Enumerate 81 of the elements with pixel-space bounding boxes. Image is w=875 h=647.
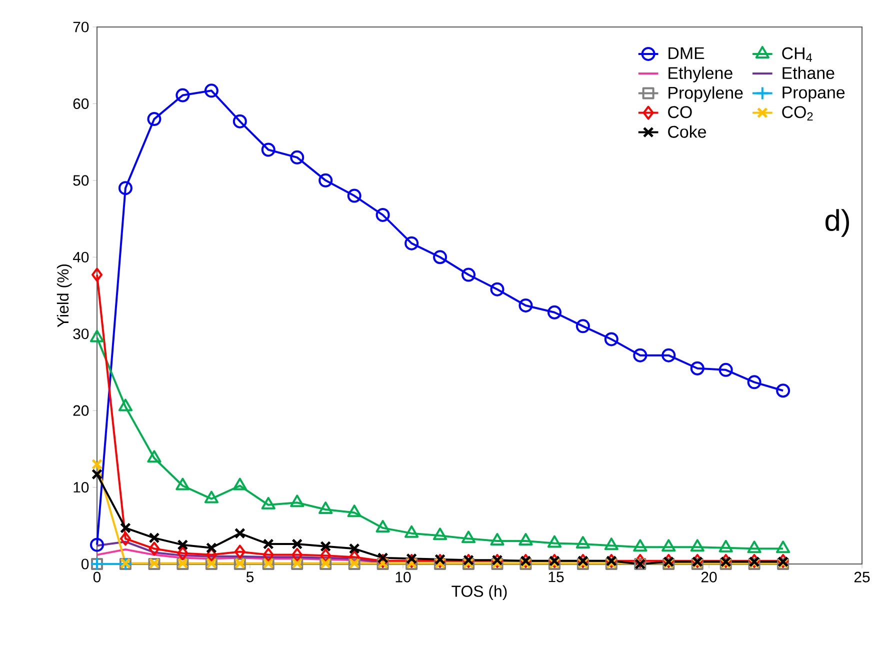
y-tick-label: 50 [73,175,89,186]
point [92,268,102,282]
point [690,361,704,376]
point [234,528,246,539]
x-tick-label: 15 [548,572,564,582]
x-tick-label: 5 [246,572,254,582]
point [434,554,446,565]
point [747,375,762,390]
point [206,548,217,562]
x-tick-label: 20 [701,572,717,582]
point [234,544,246,559]
y-tick-label: 0 [81,558,89,570]
point [433,250,448,264]
legend-label: DME [668,47,704,60]
point [376,208,390,222]
point [206,542,217,554]
point [406,553,418,564]
x-tick-label: 25 [854,572,870,582]
point [461,268,476,282]
point [92,458,102,470]
point [718,362,733,377]
point [204,84,218,98]
point [148,532,160,544]
point [348,543,360,554]
y-tick-label: 10 [74,482,89,493]
y-tick-label: 60 [73,98,89,109]
point [292,538,303,550]
point [120,522,131,534]
point [262,538,274,550]
point [148,542,160,556]
y-tick-label: 40 [72,252,89,262]
point [692,554,703,568]
x-tick-label: 10 [396,572,411,582]
point [292,548,303,562]
legend-label: Ethane [782,66,834,80]
point [261,142,276,157]
point [663,554,674,568]
y-tick-label: 30 [73,328,89,340]
point [604,332,618,346]
point [92,468,102,480]
legend-label: Coke [668,125,706,138]
point [120,532,131,546]
point [490,282,504,296]
point [518,298,533,312]
point [662,348,676,362]
point [290,150,304,164]
x-tick-label: 0 [93,572,101,582]
y-tick-label: 20 [73,405,89,416]
legend-label: CO [668,106,692,118]
point [320,540,332,552]
point [634,554,646,568]
point [404,236,419,250]
point [748,554,760,568]
y-axis-title: Yield (%) [56,264,72,328]
annotation: d) [826,209,849,237]
point [118,181,132,196]
point [377,552,388,564]
point [778,554,789,568]
point [633,348,648,362]
point [90,538,104,552]
legend-label: Propane [782,86,845,102]
point [547,305,562,320]
point [776,384,790,398]
legend-label: CH$_{4}$ [782,47,812,62]
point [177,539,188,550]
point [318,173,333,188]
point [177,546,188,560]
point [320,548,332,563]
x-axis-title: TOS (h) [452,585,507,600]
point [347,188,362,203]
point [232,114,247,128]
point [176,88,190,102]
point [576,319,590,334]
point [720,554,732,568]
y-tick-label: 70 [73,22,89,32]
point [262,548,274,562]
legend-label: Propylene [668,86,743,102]
legend-label: CO$_{2}$ [782,106,813,121]
point [318,502,333,514]
legend-label: Ethylene [668,66,732,82]
point [147,112,162,126]
